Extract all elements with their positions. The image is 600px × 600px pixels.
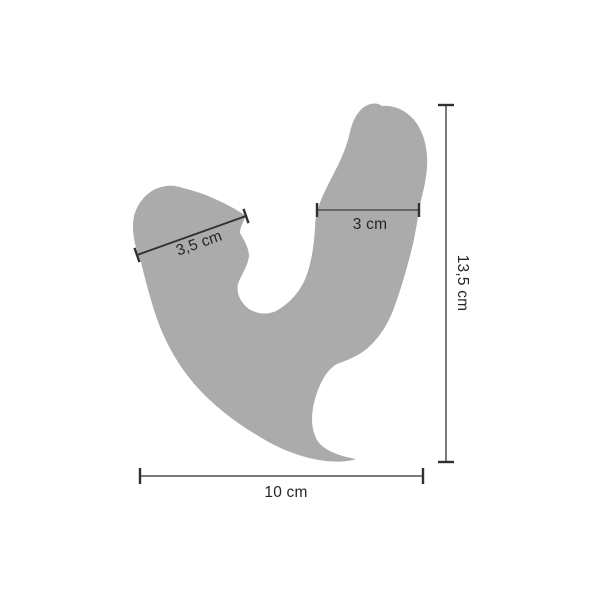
left-lobe-width-tick-end [242,208,250,224]
left-lobe-width-line [136,215,247,256]
right-lobe-width-dimension: 3 cm [315,203,421,233]
total-width-label: 10 cm [264,484,307,501]
total-width-dimension: 10 cm [138,468,425,501]
total-height-dimension: 13,5 cm [438,103,471,464]
right-lobe-width-label: 3 cm [353,216,387,233]
left-lobe-width-tick-start [133,247,141,263]
product-silhouette [132,103,428,462]
total-height-label: 13,5 cm [454,255,471,312]
